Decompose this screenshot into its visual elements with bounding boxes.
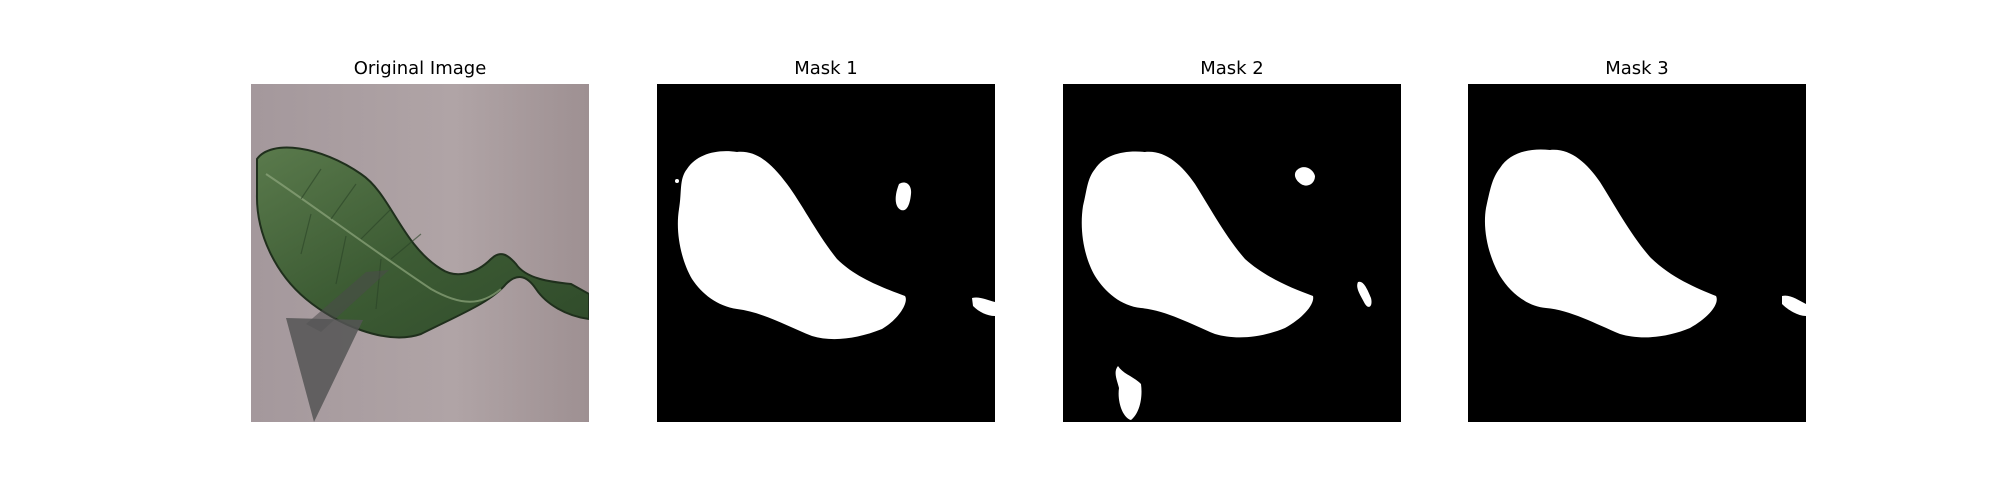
panel-title-mask-2: Mask 2 xyxy=(1200,58,1264,79)
original-image-picture xyxy=(251,84,589,422)
mask-2-blob-bottom xyxy=(1115,366,1142,420)
mask-1-picture xyxy=(657,84,995,422)
mask-2-blob-top xyxy=(1294,167,1315,186)
panel-title-original: Original Image xyxy=(353,58,487,79)
panel-title-mask-3: Mask 3 xyxy=(1605,58,1669,79)
mask-2-image xyxy=(1063,84,1401,422)
mask-2-blob-right xyxy=(1357,281,1372,307)
mask-1-speck xyxy=(675,179,679,183)
mask-1-blob-small xyxy=(895,182,912,211)
mask-2-leaf-region xyxy=(1081,151,1314,338)
mask-3-blob-edge xyxy=(1782,295,1806,316)
mask-1-image xyxy=(657,84,995,422)
mask-2-picture xyxy=(1063,84,1401,422)
panel-title-mask-1: Mask 1 xyxy=(794,58,858,79)
original-image xyxy=(251,84,589,422)
mask-3-picture xyxy=(1468,84,1806,422)
mask-1-blob-edge xyxy=(972,297,995,316)
leaf-veins xyxy=(300,168,422,310)
mask-3-image xyxy=(1468,84,1806,422)
triangle-overlay-lower xyxy=(286,318,363,422)
triangle-overlay-upper xyxy=(306,270,389,332)
mask-1-leaf-region xyxy=(677,151,906,340)
mask-3-leaf-region xyxy=(1484,149,1717,338)
